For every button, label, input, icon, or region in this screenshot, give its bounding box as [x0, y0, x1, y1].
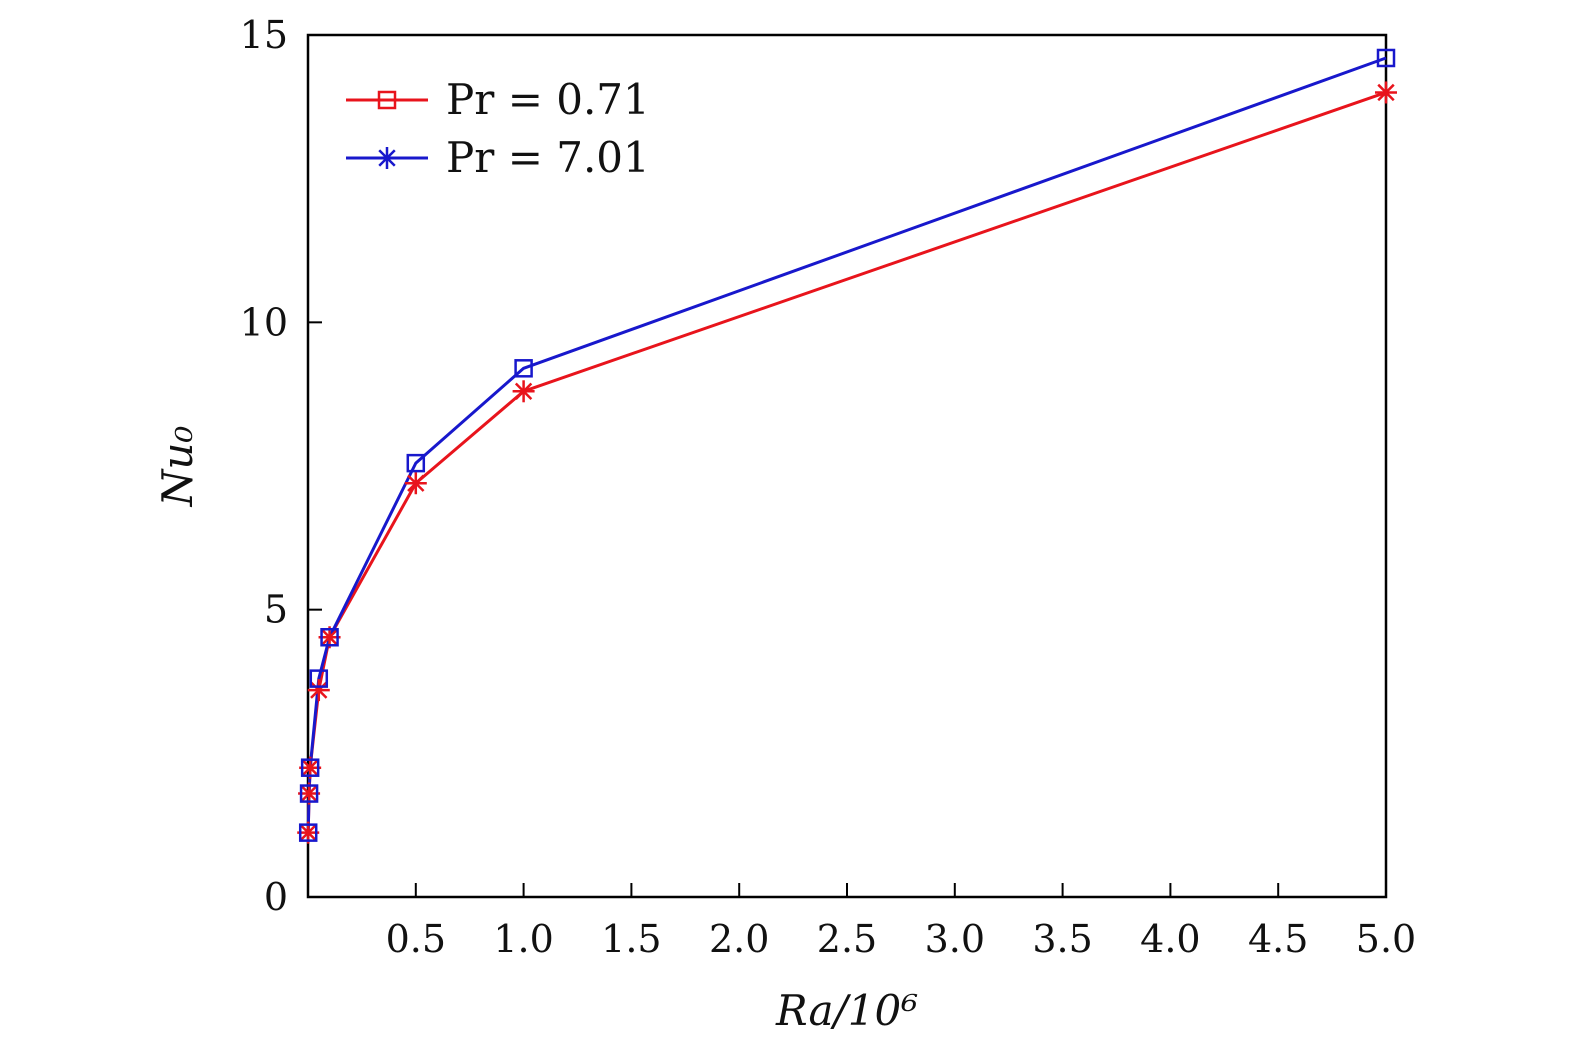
y-tick-label: 5 [264, 588, 288, 632]
legend-square-marker [377, 90, 397, 110]
y-axis-ticks: 0 5 10 15 [240, 13, 322, 919]
x-tick-label: 4.0 [1140, 917, 1200, 961]
x-tick-label: 3.0 [925, 917, 985, 961]
x-tick-label: 3.5 [1032, 917, 1092, 961]
data-point-pr-701 [514, 359, 533, 378]
y-axis-title: Nu₀ [153, 426, 202, 508]
data-point-pr-701 [298, 823, 318, 842]
legend-label-pr-701: Pr = 7.01 [446, 133, 650, 182]
y-tick-label: 15 [240, 13, 288, 57]
x-tick-label: 2.0 [709, 917, 769, 961]
data-point-pr-071 [512, 380, 535, 403]
data-point-pr-701 [300, 758, 320, 777]
legend-square-marker-icon [377, 90, 397, 110]
x-axis-title: Ra/10⁶ [775, 986, 918, 1035]
x-tick-label: 4.5 [1248, 917, 1308, 961]
x-tick-label: 2.5 [817, 917, 877, 961]
data-point-pr-701 [320, 628, 339, 647]
data-point-pr-071 [1375, 81, 1397, 104]
data-point-pr-701 [309, 669, 329, 688]
x-tick-label: 5.0 [1356, 917, 1416, 961]
x-axis-ticks: 0.5 1.0 1.5 2.0 2.5 3.0 3.5 4.0 4.5 5.0 [386, 883, 1416, 961]
data-point-pr-071 [404, 472, 427, 495]
x-tick-label: 1.0 [493, 917, 553, 961]
legend-label-pr-071: Pr = 0.71 [446, 75, 650, 124]
x-tick-label: 0.5 [386, 917, 446, 961]
y-tick-label: 10 [240, 300, 288, 344]
data-point-pr-701 [406, 453, 426, 473]
series-layer [297, 48, 1397, 844]
legend-asterisk-marker [376, 147, 398, 169]
data-point-pr-071 [307, 679, 330, 702]
legend-asterisk-marker-icon [376, 147, 398, 169]
data-point-pr-701 [1376, 48, 1396, 68]
series-line-pr-071 [306, 91, 1387, 833]
data-point-pr-701 [299, 784, 319, 803]
legend: Pr = 0.71 Pr = 7.01 [346, 75, 650, 182]
x-tick-label: 1.5 [601, 917, 661, 961]
y-tick-label: 0 [264, 875, 288, 919]
